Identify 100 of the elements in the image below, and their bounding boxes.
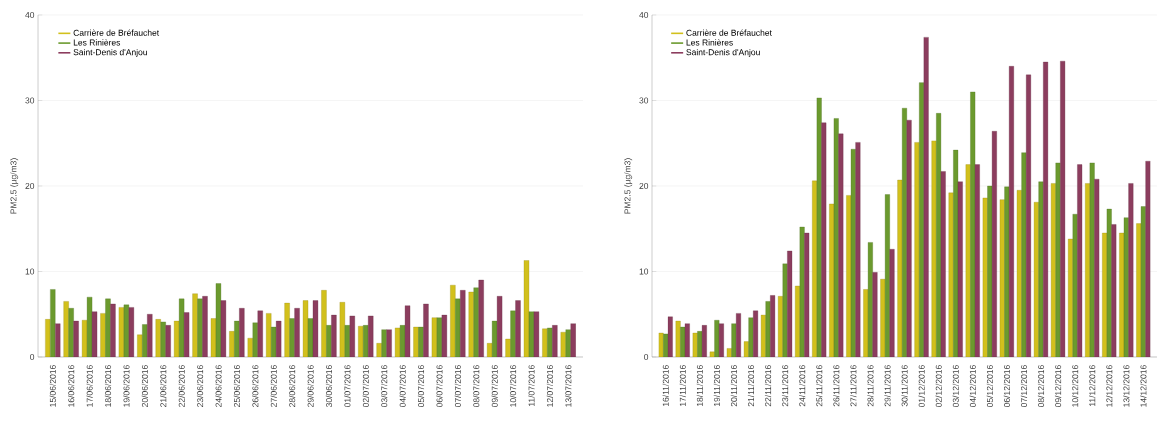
x-tick-label: 16/11/2016	[662, 365, 669, 407]
x-tick-label: 13/07/2016	[565, 365, 572, 407]
x-tick-label: 17/11/2016	[679, 365, 686, 407]
x-tick-label: 07/07/2016	[454, 365, 461, 407]
x-tick-label: 09/07/2016	[491, 365, 498, 407]
x-tick-label: 20/11/2016	[730, 365, 738, 407]
y-tick-label: 20	[639, 182, 649, 189]
x-tick-label: 12/07/2016	[546, 365, 553, 407]
x-tick-label: 12/12/2016	[1106, 365, 1113, 407]
x-tick-label: 27/06/2016	[270, 365, 277, 407]
x-tick-label: 04/12/2016	[969, 365, 976, 407]
y-tick-label: 10	[25, 268, 35, 275]
bar	[731, 323, 737, 357]
bar	[931, 140, 937, 357]
x-tick-label: 29/11/2016	[884, 365, 891, 407]
x-tick-label: 30/11/2016	[901, 365, 908, 407]
x-tick-label: 29/06/2016	[307, 365, 314, 407]
x-tick-label: 03/07/2016	[381, 365, 388, 407]
x-tick-label: 23/11/2016	[781, 365, 789, 407]
x-tick-label: 25/11/2016	[816, 365, 823, 407]
bar	[965, 164, 971, 357]
bar	[1072, 214, 1078, 357]
y-axis-title: PM2.5 (µg/m3)	[624, 158, 633, 214]
x-tick-label: 19/06/2016	[123, 365, 130, 407]
y-tick-label: 40	[25, 11, 35, 18]
y-tick-label: 30	[25, 97, 35, 104]
bar	[1050, 183, 1056, 357]
x-tick-label: 28/11/2016	[867, 365, 874, 407]
x-tick-label: 11/07/2016	[528, 365, 535, 407]
x-tick-label: 10/07/2016	[509, 365, 517, 407]
bar	[782, 263, 788, 357]
y-tick-label: 40	[639, 11, 649, 18]
x-tick-label: 11/12/2016	[1089, 365, 1096, 407]
x-tick-label: 18/06/2016	[104, 365, 112, 407]
x-tick-label: 09/12/2016	[1054, 365, 1062, 407]
x-tick-label: 26/11/2016	[833, 365, 840, 407]
bar	[999, 199, 1005, 357]
x-tick-label: 24/06/2016	[215, 365, 222, 407]
x-tick-label: 30/06/2016	[325, 365, 333, 407]
x-tick-label: 10/12/2016	[1071, 365, 1079, 407]
legend-label: Les Rinières	[73, 39, 121, 46]
bar	[1038, 181, 1044, 357]
x-tick-label: 06/12/2016	[1003, 365, 1010, 407]
y-tick-label: 30	[639, 97, 649, 104]
x-tick-label: 25/06/2016	[233, 365, 240, 407]
bar	[1016, 190, 1022, 357]
bar	[982, 197, 988, 357]
y-tick-label: 10	[639, 268, 649, 275]
bar	[709, 351, 715, 357]
bar	[1033, 202, 1039, 357]
x-tick-label: 05/12/2016	[986, 365, 993, 407]
x-tick-label: 08/12/2016	[1037, 365, 1045, 407]
x-tick-label: 18/11/2016	[696, 365, 703, 407]
bar	[692, 332, 698, 357]
bar	[765, 301, 771, 357]
x-tick-label: 17/06/2016	[86, 365, 93, 407]
bar	[760, 314, 766, 357]
legend-label: Carrière de Bréfauchet	[73, 29, 160, 36]
bar	[799, 226, 805, 357]
bar	[1004, 186, 1010, 357]
x-tick-label: 05/07/2016	[417, 365, 425, 407]
x-tick-label: 19/11/2016	[713, 365, 720, 407]
bar	[1021, 152, 1027, 357]
x-tick-label: 16/06/2016	[68, 365, 75, 407]
y-axis-title: PM2.5 (µg/m3)	[10, 158, 19, 214]
y-tick-label: 20	[25, 182, 35, 189]
bar	[914, 142, 920, 357]
x-tick-label: 23/06/2016	[196, 365, 204, 407]
x-tick-label: 13/12/2016	[1123, 365, 1130, 407]
y-tick-label: 0	[30, 353, 35, 360]
x-tick-label: 20/06/2016	[141, 365, 148, 407]
x-tick-label: 28/06/2016	[288, 365, 296, 407]
bar	[748, 317, 754, 357]
x-tick-label: 14/12/2016	[1140, 365, 1147, 407]
x-tick-label: 26/06/2016	[252, 365, 259, 407]
x-tick-label: 15/06/2016	[49, 365, 56, 407]
x-tick-label: 04/07/2016	[399, 365, 406, 407]
bar	[897, 179, 903, 357]
x-tick-label: 22/06/2016	[178, 365, 185, 407]
x-tick-label: 22/11/2016	[764, 365, 772, 407]
y-tick-label: 0	[644, 353, 649, 360]
x-tick-label: 01/07/2016	[344, 365, 351, 407]
x-tick-label: 21/06/2016	[160, 365, 167, 407]
bar	[726, 348, 732, 357]
legend-label: Les Rinières	[686, 39, 733, 46]
x-tick-label: 06/07/2016	[436, 365, 443, 407]
bar	[675, 320, 681, 357]
x-tick-label: 08/07/2016	[473, 365, 480, 407]
x-tick-label: 03/12/2016	[952, 365, 959, 407]
bar	[743, 341, 749, 357]
x-tick-label: 01/12/2016	[918, 365, 925, 407]
x-tick-label: 07/12/2016	[1020, 365, 1028, 407]
x-tick-label: 24/11/2016	[799, 365, 806, 407]
x-tick-label: 27/11/2016	[850, 365, 857, 407]
x-tick-label: 21/11/2016	[747, 365, 755, 407]
x-tick-label: 02/12/2016	[935, 365, 942, 407]
bar	[948, 192, 954, 357]
x-tick-label: 02/07/2016	[362, 365, 369, 407]
legend-label: Saint-Denis d'Anjou	[73, 48, 147, 57]
legend-label: Carrière de Bréfauchet	[686, 29, 772, 36]
